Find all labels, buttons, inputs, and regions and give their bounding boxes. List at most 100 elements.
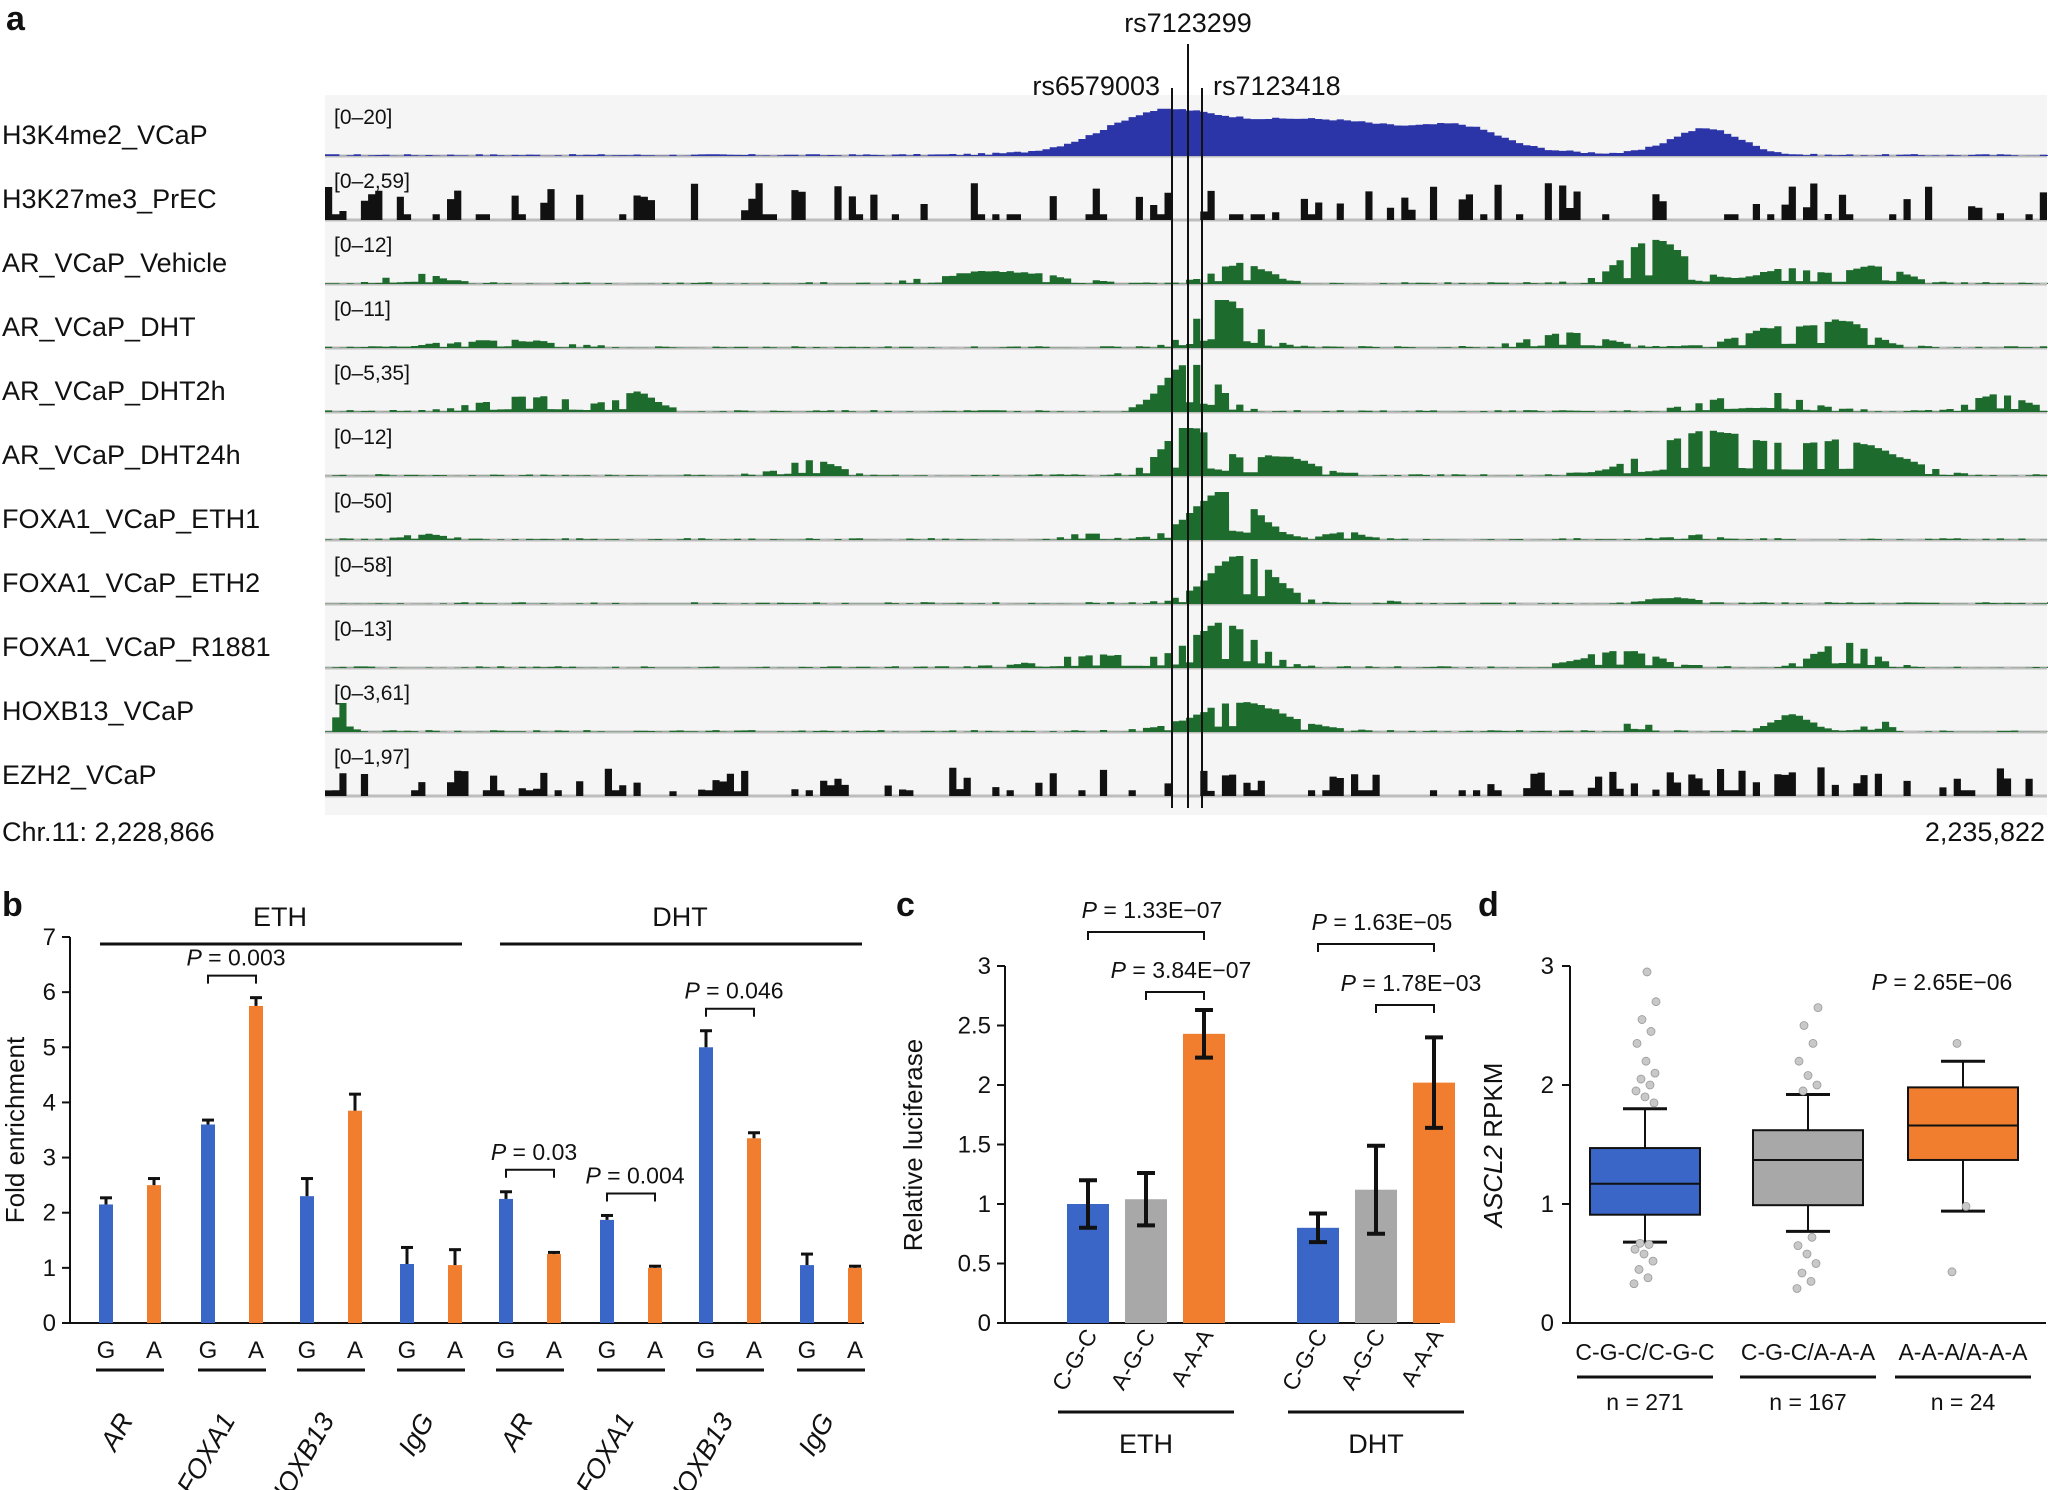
track-label-FOXA1_VCaP_ETH2: FOXA1_VCaP_ETH2: [2, 568, 260, 598]
c-pvalue-bracket: [1145, 991, 1205, 1000]
c-pvalue-label: P = 3.84E−07: [1111, 957, 1252, 983]
b-y-axis-title: Fold enrichment: [0, 1036, 30, 1223]
d-outlier-point: [1646, 1027, 1656, 1036]
d-outlier-point: [1806, 1276, 1816, 1286]
c-pvalue-label: P = 1.63E−05: [1312, 909, 1453, 935]
c-y-tick-label: 0.5: [958, 1251, 991, 1278]
b-allele-label: A: [847, 1337, 863, 1364]
c-y-tick-label: 2: [978, 1072, 991, 1099]
snp-label-rs6579003: rs6579003: [1032, 71, 1160, 101]
d-outlier-point: [1643, 1273, 1653, 1283]
b-target-label: AR: [93, 1408, 139, 1457]
c-pvalue-bracket: [1087, 931, 1205, 940]
track-signal-H3K27me3_PrEC: [325, 183, 2048, 220]
track-label-FOXA1_VCaP_R1881: FOXA1_VCaP_R1881: [2, 632, 271, 662]
d-y-tick-label: 3: [1541, 953, 1554, 980]
b-allele-label: G: [97, 1337, 116, 1364]
b-allele-label: A: [146, 1337, 162, 1364]
d-outlier-point: [1799, 1021, 1809, 1030]
track-range-H3K4me2_VCaP: [0–20]: [334, 106, 392, 129]
track-signal-AR_VCaP_DHT2h: [325, 364, 2048, 412]
track-signal-H3K4me2_VCaP: [325, 108, 2048, 156]
b-bar-HOXB13-DHT-G: [699, 1047, 713, 1323]
c-y-tick-label: 2.5: [958, 1013, 991, 1040]
b-bar-AR-ETH-G: [99, 1204, 113, 1323]
b-y-tick-label: 2: [43, 1200, 56, 1227]
c-category-label: A-G-C: [1335, 1325, 1390, 1394]
c-category-label: C-G-C: [1277, 1325, 1333, 1396]
track-signal-AR_VCaP_DHT24h: [325, 428, 2048, 476]
c-category-label: A-A-A: [1395, 1324, 1449, 1391]
d-y-axis-title: ASCL2 RPKM: [1478, 1063, 1508, 1230]
b-y-tick-label: 7: [43, 924, 56, 951]
b-target-label: AR: [493, 1408, 539, 1457]
track-signal-FOXA1_VCaP_ETH1: [325, 492, 2048, 540]
d-y-tick-label: 2: [1541, 1072, 1554, 1099]
track-range-FOXA1_VCaP_ETH2: [0–58]: [334, 554, 392, 577]
track-signal-EZH2_VCaP: [325, 767, 2048, 796]
panel-b-letter: b: [2, 886, 23, 924]
d-outlier-point: [1637, 1015, 1647, 1024]
panel-d-letter: d: [1478, 886, 1499, 924]
b-y-tick-label: 1: [43, 1255, 56, 1282]
track-range-HOXB13_VCaP: [0–3,61]: [334, 682, 410, 705]
b-bar-IgG-DHT-G: [800, 1265, 814, 1323]
d-outlier-point: [1632, 1038, 1642, 1048]
b-target-label: IgG: [392, 1408, 440, 1461]
c-condition-label: DHT: [1348, 1429, 1404, 1459]
d-group-label: A-A-A/A-A-A: [1898, 1339, 2028, 1365]
b-bar-FOXA1-ETH-A: [249, 1005, 263, 1323]
d-outlier-point: [1797, 1268, 1807, 1278]
d-outlier-point: [1803, 1071, 1813, 1080]
d-outlier-point: [1648, 1256, 1658, 1266]
track-label-AR_VCaP_Vehicle: AR_VCaP_Vehicle: [2, 248, 227, 278]
d-outlier-point: [1807, 1232, 1817, 1242]
d-y-tick-label: 1: [1541, 1191, 1554, 1218]
coordinate-end: 2,235,822: [1925, 817, 2045, 847]
d-pvalue-label: P = 2.65E−06: [1872, 969, 2013, 995]
c-pvalue-bracket: [1317, 943, 1435, 952]
d-group-label: C-G-C/A-A-A: [1741, 1339, 1876, 1365]
b-y-tick-label: 0: [43, 1310, 56, 1337]
track-label-AR_VCaP_DHT2h: AR_VCaP_DHT2h: [2, 376, 226, 406]
d-outlier-point: [1644, 1240, 1654, 1249]
d-group-n: n = 167: [1769, 1389, 1846, 1415]
b-pvalue-bracket: [705, 1007, 755, 1017]
d-outlier-point: [1947, 1267, 1957, 1277]
b-allele-label: G: [199, 1337, 218, 1364]
b-y-tick-label: 4: [43, 1089, 56, 1116]
b-allele-label: G: [398, 1337, 417, 1364]
track-signal-AR_VCaP_DHT: [325, 300, 2048, 348]
b-pvalue-label: P = 0.003: [186, 945, 285, 971]
b-bar-FOXA1-DHT-A: [648, 1267, 662, 1323]
track-range-AR_VCaP_DHT: [0–11]: [334, 298, 391, 321]
c-pvalue-label: P = 1.78E−03: [1341, 970, 1482, 996]
c-pvalue-label: P = 1.33E−07: [1082, 897, 1223, 923]
b-pvalue-label: P = 0.004: [585, 1162, 684, 1188]
d-y-tick-label: 0: [1541, 1310, 1554, 1337]
b-bar-AR-DHT-G: [499, 1198, 513, 1323]
track-range-EZH2_VCaP: [0–1,97]: [334, 746, 410, 769]
track-label-AR_VCaP_DHT24h: AR_VCaP_DHT24h: [2, 440, 241, 470]
d-outlier-point: [1640, 1092, 1650, 1102]
d-outlier-point: [1811, 1259, 1821, 1268]
b-y-tick-label: 6: [43, 979, 56, 1006]
b-allele-label: A: [746, 1337, 762, 1364]
b-bar-IgG-ETH-G: [400, 1263, 414, 1323]
b-target-label: HOXB13: [261, 1408, 340, 1490]
d-outlier-point: [1634, 1265, 1644, 1274]
track-label-EZH2_VCaP: EZH2_VCaP: [2, 760, 157, 790]
d-outlier-point: [1631, 1086, 1641, 1096]
d-outlier-point: [1798, 1086, 1808, 1096]
d-box-C-G-C/A-A-A: [1752, 1129, 1864, 1207]
b-bar-HOXB13-DHT-A: [747, 1138, 761, 1323]
b-allele-label: G: [598, 1337, 617, 1364]
d-outlier-point: [1793, 1241, 1803, 1251]
panel-d-boxplot-chart: 0 1 2 3 ASCL2 RPKM P = 2.65E−06 C-G-C/C-G-C n =…: [1478, 953, 2046, 1415]
d-outlier-point: [1635, 1238, 1645, 1248]
b-allele-label: G: [497, 1337, 516, 1364]
snp-label-rs7123418: rs7123418: [1213, 71, 1341, 101]
c-y-axis-title: Relative luciferase: [898, 1039, 928, 1251]
coordinate-start: Chr.11: 2,228,866: [2, 817, 215, 847]
